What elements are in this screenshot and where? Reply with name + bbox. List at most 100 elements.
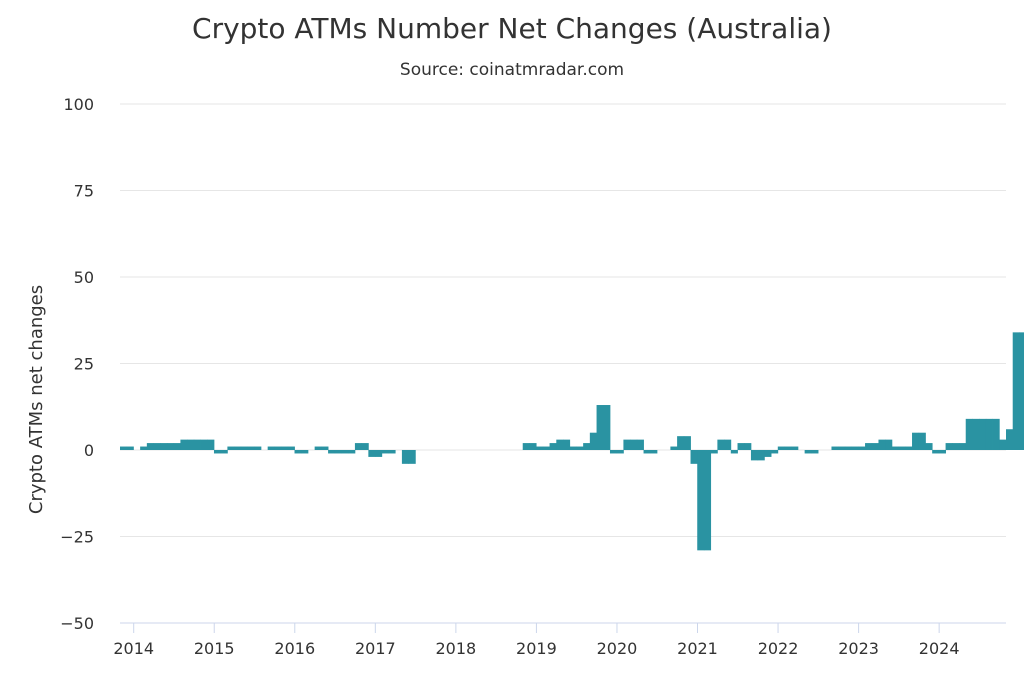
bar	[556, 439, 564, 450]
bar	[690, 450, 698, 464]
bar	[334, 450, 342, 454]
bar	[791, 446, 799, 450]
bar	[979, 418, 987, 450]
bar	[536, 446, 544, 450]
bar	[609, 450, 618, 454]
bar	[831, 446, 839, 450]
bar	[153, 443, 161, 450]
bar	[643, 450, 651, 454]
bar	[603, 405, 611, 450]
bar	[589, 432, 597, 450]
bar	[140, 446, 148, 450]
bar	[368, 450, 376, 457]
bar	[180, 439, 188, 450]
bar	[146, 443, 154, 450]
bar	[784, 446, 792, 450]
bar	[851, 446, 859, 450]
bar	[771, 450, 779, 454]
bar	[717, 439, 725, 450]
bar	[865, 443, 873, 450]
x-tick-label: 2017	[355, 639, 396, 658]
y-tick-label: 100	[63, 95, 94, 114]
x-tick-label: 2022	[758, 639, 799, 658]
bar	[918, 432, 926, 450]
bar	[777, 446, 785, 450]
bar	[220, 450, 228, 454]
bar	[952, 443, 960, 450]
x-tick-label: 2016	[274, 639, 315, 658]
bar	[576, 446, 584, 450]
bar	[240, 446, 248, 450]
y-tick-label: 25	[74, 355, 94, 374]
bar	[938, 450, 946, 454]
bar	[636, 439, 644, 450]
bar	[945, 443, 953, 450]
bar	[375, 450, 383, 457]
bar	[160, 443, 168, 450]
bar	[301, 450, 309, 454]
bar	[925, 443, 933, 450]
y-tick-label: −25	[60, 528, 94, 547]
bar	[804, 450, 812, 454]
bar	[630, 439, 638, 450]
bar	[187, 439, 195, 450]
bar	[120, 446, 128, 450]
bar	[858, 446, 866, 450]
bars	[120, 332, 1024, 551]
bar	[193, 439, 201, 450]
bar	[563, 439, 571, 450]
bar	[267, 446, 275, 450]
bar	[972, 418, 980, 450]
bar	[985, 418, 993, 450]
bar	[683, 436, 691, 450]
bar	[905, 446, 913, 450]
bar	[898, 446, 906, 450]
bar	[388, 450, 396, 454]
bar	[234, 446, 242, 450]
bar	[932, 450, 940, 454]
bar	[166, 443, 175, 450]
bar	[697, 450, 705, 551]
x-tick-label: 2024	[919, 639, 960, 658]
bar	[1019, 332, 1024, 450]
bar	[227, 446, 235, 450]
y-axis-title: Crypto ATMs net changes	[26, 285, 47, 514]
bar	[583, 443, 591, 450]
bar	[341, 450, 349, 454]
bar	[207, 439, 215, 450]
bar	[730, 450, 738, 454]
bar	[321, 446, 329, 450]
bar	[401, 450, 410, 464]
bar	[328, 450, 336, 454]
bar	[529, 443, 537, 450]
bar	[677, 436, 685, 450]
chart-title: Crypto ATMs Number Net Changes (Australi…	[192, 12, 832, 45]
bar	[616, 450, 624, 454]
bar	[750, 450, 759, 461]
bar	[891, 446, 899, 450]
bar	[811, 450, 819, 454]
bar	[247, 446, 255, 450]
bar	[764, 450, 772, 457]
tick-labels: 100 75 50 25 0 −25 −50 2014 2015 2016 2017 2018 2019…	[60, 95, 959, 658]
bar	[294, 450, 302, 454]
bar	[670, 446, 678, 450]
bar	[408, 450, 416, 464]
bar	[885, 439, 893, 450]
bar	[213, 450, 222, 454]
bar	[757, 450, 765, 461]
x-tick-label: 2018	[436, 639, 477, 658]
bar	[126, 446, 134, 450]
bar	[623, 439, 631, 450]
x-tick-label: 2015	[194, 639, 235, 658]
bar	[348, 450, 356, 454]
bar	[354, 443, 363, 450]
bar	[361, 443, 369, 450]
bar	[959, 443, 967, 450]
x-tick-label: 2014	[113, 639, 154, 658]
bar	[844, 446, 853, 450]
y-tick-label: −50	[60, 614, 94, 633]
bar	[200, 439, 208, 450]
bar	[381, 450, 389, 454]
